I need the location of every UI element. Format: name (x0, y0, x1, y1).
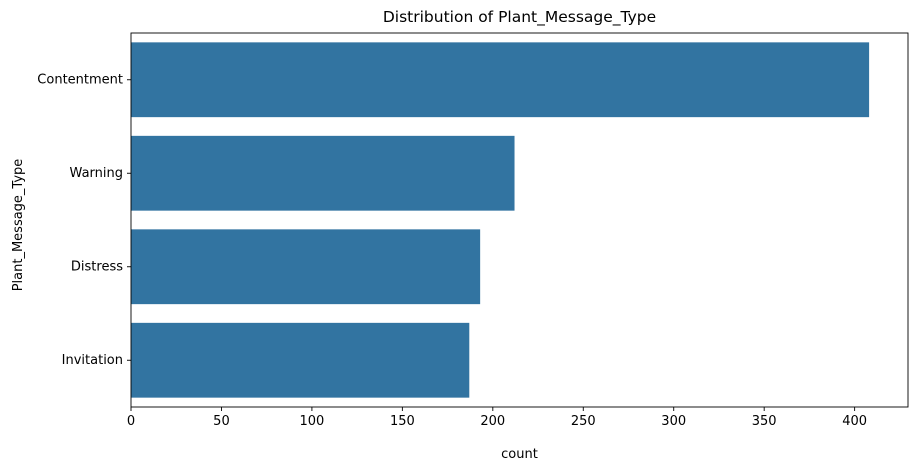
bar-warning (131, 135, 515, 211)
y-tick-label: Distress (71, 259, 123, 274)
bar-invitation (131, 322, 470, 398)
x-tick-label: 50 (213, 414, 230, 429)
x-tick-label: 200 (480, 414, 505, 429)
y-tick-label: Contentment (37, 72, 123, 87)
bar-contentment (131, 42, 870, 118)
x-tick-label: 400 (842, 414, 867, 429)
y-tick-label: Invitation (62, 353, 123, 368)
bars-group (131, 42, 870, 398)
x-tick-label: 0 (127, 414, 135, 429)
x-tick-label: 100 (299, 414, 324, 429)
bar-distress (131, 229, 481, 305)
x-tick-label: 300 (661, 414, 686, 429)
axes-frame (130, 32, 909, 408)
y-tick-label: Warning (70, 166, 123, 181)
x-axis-ticks: 0 50 100 150 200 250 300 350 400 (127, 407, 867, 429)
y-axis-label: Plant_Message_Type (11, 159, 26, 292)
chart-title: Distribution of Plant_Message_Type (383, 8, 656, 27)
x-axis-label: count (501, 447, 538, 462)
x-tick-label: 150 (390, 414, 415, 429)
y-axis-ticks: Contentment Warning Distress Invitation (37, 72, 131, 368)
x-tick-label: 350 (752, 414, 777, 429)
x-tick-label: 250 (571, 414, 596, 429)
plot-frame (130, 32, 909, 408)
